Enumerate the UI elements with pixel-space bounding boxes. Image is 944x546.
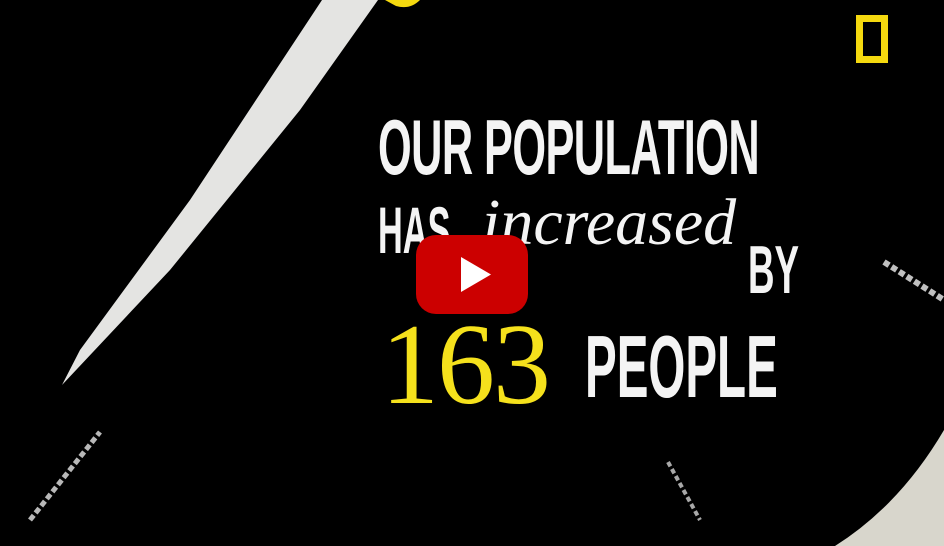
headline-line-3: BY (748, 236, 842, 304)
headline-text-our-population: OUR POPULATION (378, 103, 760, 191)
headline-line-1: OUR POPULATION (378, 108, 944, 186)
play-button[interactable] (416, 235, 528, 314)
headline-text-people: PEOPLE (585, 317, 778, 416)
youtube-play-icon (416, 235, 528, 314)
headline-number: 163 (381, 301, 551, 429)
yellow-arc-shape (385, 0, 420, 8)
chalk-stroke-right (882, 259, 944, 303)
headline-text-by: BY (748, 232, 800, 308)
chalk-stroke-bottom (666, 461, 702, 521)
headline-line-4: PEOPLE (585, 323, 942, 411)
white-needle-shape (62, 0, 378, 385)
national-geographic-logo-icon (856, 15, 888, 63)
chalk-stroke-left (28, 430, 102, 522)
pale-corner-shape (835, 430, 944, 546)
